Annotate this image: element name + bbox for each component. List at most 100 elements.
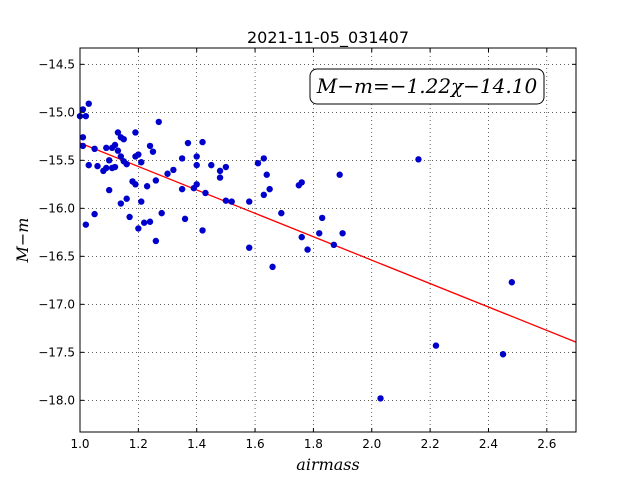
- x-tick-label: 2.4: [479, 437, 498, 451]
- x-axis-title: airmass: [296, 455, 359, 474]
- data-points: [76, 100, 516, 402]
- fit-line-group: [79, 142, 577, 343]
- data-point: [79, 106, 87, 113]
- data-point: [146, 142, 154, 150]
- y-tick-label: −18.0: [38, 393, 75, 407]
- data-point: [377, 395, 384, 402]
- data-point: [85, 161, 92, 169]
- data-point: [216, 167, 224, 175]
- data-point: [170, 166, 177, 174]
- data-point: [316, 230, 323, 237]
- ticks: 1.0 1.2 1.4 1.6 1.8 2.0 2.2 2.4 2.6 −14.5 −15.0 −15…: [38, 48, 576, 451]
- data-point: [111, 141, 119, 149]
- data-point: [111, 163, 119, 171]
- data-point: [120, 136, 127, 143]
- data-point: [132, 129, 139, 136]
- data-point: [135, 225, 142, 232]
- data-point: [143, 183, 151, 190]
- x-tick-label: 1.2: [129, 437, 148, 451]
- x-tick-label: 1.8: [304, 437, 323, 451]
- data-point: [158, 209, 165, 217]
- fit-equation: M−m=−1.22χ−14.10: [316, 74, 538, 98]
- data-point: [278, 209, 285, 217]
- data-point: [82, 112, 90, 120]
- y-tick-label: −16.0: [38, 201, 75, 215]
- data-point: [336, 171, 343, 178]
- data-point: [94, 162, 101, 170]
- data-point: [117, 153, 125, 160]
- y-tick-label: −16.5: [38, 249, 75, 263]
- data-point: [138, 198, 145, 205]
- data-point: [199, 227, 206, 234]
- data-point: [149, 148, 157, 155]
- data-point: [79, 142, 87, 150]
- chart-title: 2021-11-05_031407: [247, 28, 409, 48]
- data-point: [103, 164, 110, 172]
- data-point: [304, 246, 311, 253]
- data-point: [178, 185, 186, 193]
- data-point: [254, 160, 262, 167]
- data-point: [155, 118, 162, 126]
- data-point: [152, 177, 160, 184]
- x-tick-label: 1.0: [70, 437, 89, 451]
- x-tick-label: 2.0: [362, 437, 381, 451]
- data-point: [318, 214, 326, 222]
- data-point: [164, 170, 171, 177]
- data-point: [263, 171, 270, 178]
- data-point: [508, 279, 516, 286]
- data-point: [228, 198, 235, 205]
- data-point: [216, 174, 224, 181]
- data-point: [339, 230, 346, 237]
- data-point: [91, 210, 98, 218]
- data-point: [152, 237, 160, 245]
- data-point: [79, 134, 87, 141]
- data-point: [184, 139, 192, 147]
- data-point: [123, 160, 130, 168]
- data-point: [114, 147, 122, 154]
- data-point: [432, 342, 440, 349]
- data-point: [266, 185, 273, 193]
- data-point: [193, 181, 200, 188]
- plot-background: [80, 48, 576, 432]
- data-point: [105, 157, 113, 164]
- data-point: [85, 100, 92, 107]
- data-point: [117, 200, 125, 207]
- data-point: [199, 138, 206, 146]
- data-point: [123, 195, 130, 202]
- data-point: [193, 153, 200, 160]
- data-point: [202, 189, 209, 197]
- data-point: [499, 351, 507, 358]
- x-tick-label: 2.2: [421, 437, 440, 451]
- data-point: [298, 179, 305, 186]
- data-point: [222, 163, 230, 171]
- y-tick-label: −15.0: [38, 105, 75, 119]
- data-point: [181, 215, 189, 223]
- data-point: [114, 129, 122, 136]
- fit-equation-box: M−m=−1.22χ−14.10: [309, 68, 545, 105]
- data-point: [260, 155, 268, 162]
- data-point: [208, 161, 215, 169]
- data-point: [138, 159, 145, 166]
- data-point: [269, 263, 276, 271]
- data-point: [91, 145, 98, 152]
- x-tick-label: 1.4: [187, 437, 206, 451]
- data-point: [415, 156, 422, 163]
- data-point: [105, 186, 113, 194]
- data-point: [135, 151, 142, 158]
- plot-frame: [79, 47, 577, 433]
- x-tick-label: 2.6: [537, 437, 556, 451]
- data-point: [178, 155, 186, 162]
- y-tick-label: −14.5: [38, 57, 75, 71]
- data-point: [330, 241, 338, 248]
- data-point: [246, 198, 253, 205]
- data-point: [193, 161, 200, 169]
- data-point: [146, 218, 154, 225]
- data-point: [103, 144, 110, 152]
- fit-line: [79, 142, 577, 343]
- y-tick-label: −17.0: [38, 297, 75, 311]
- data-point: [260, 191, 268, 199]
- y-tick-label: −15.5: [38, 153, 75, 167]
- data-point: [140, 219, 148, 226]
- y-tick-label: −17.5: [38, 345, 75, 359]
